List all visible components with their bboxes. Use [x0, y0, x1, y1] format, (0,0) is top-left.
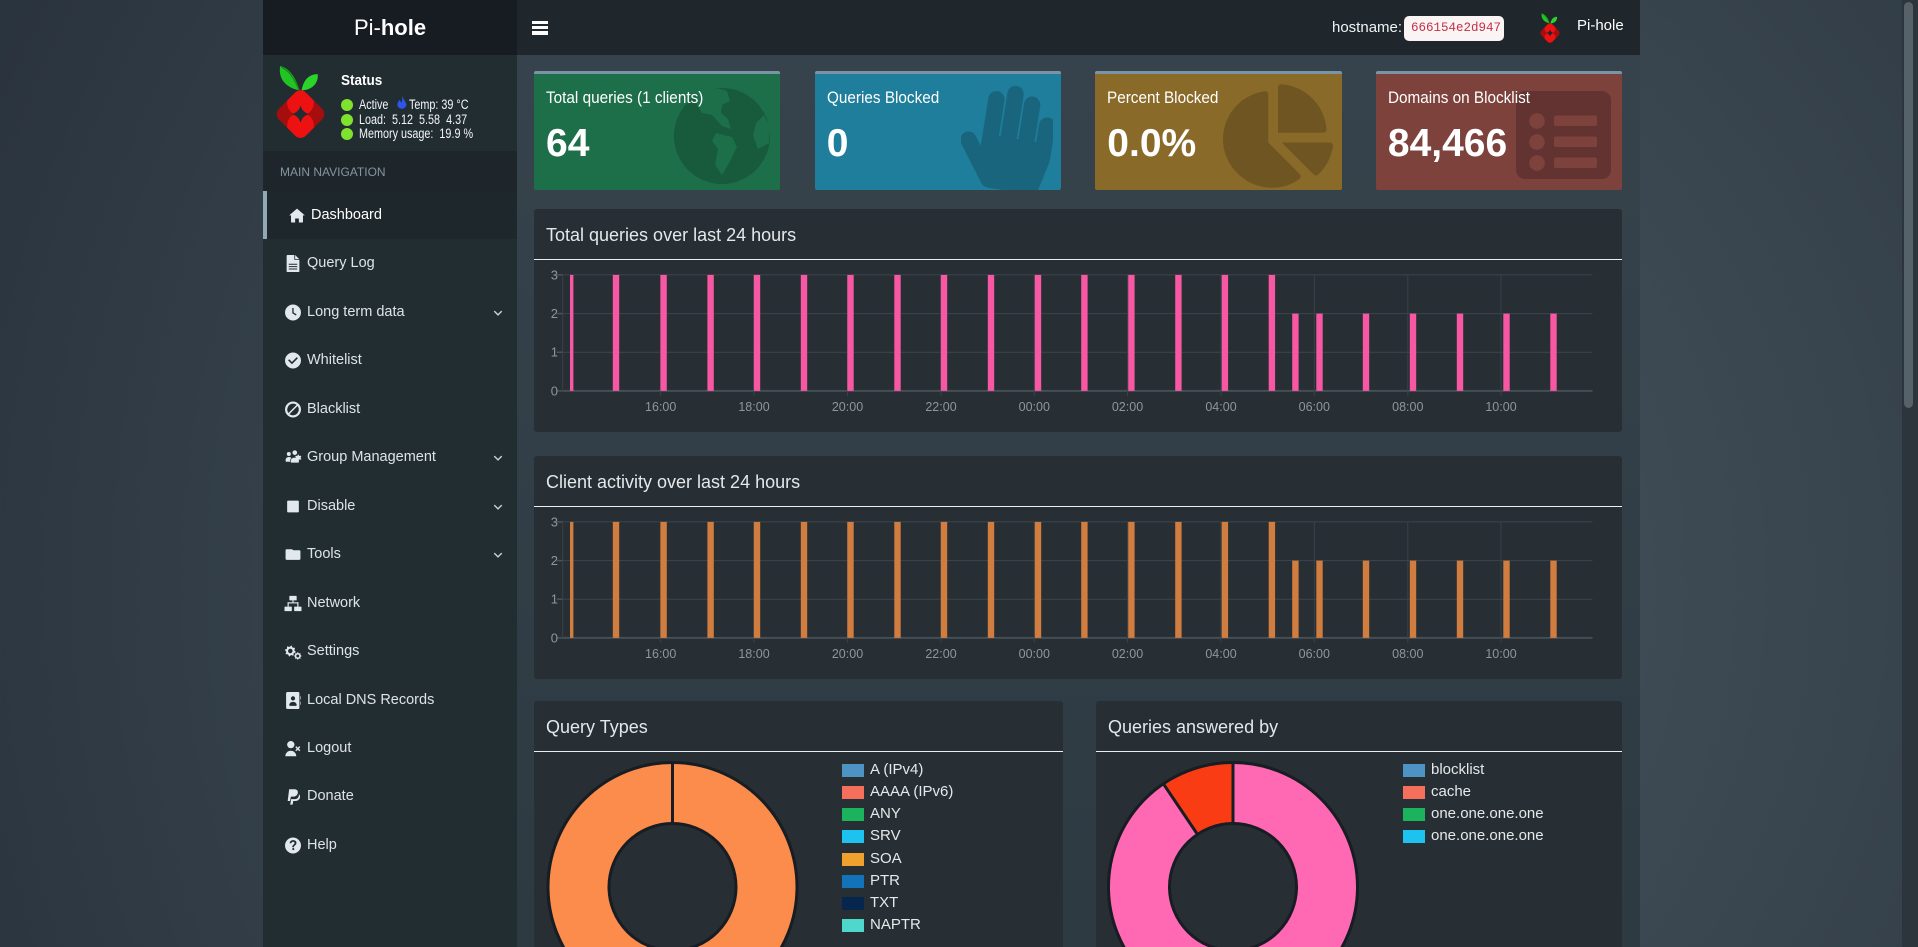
- svg-text:0: 0: [551, 383, 558, 398]
- svg-text:20:00: 20:00: [832, 647, 863, 661]
- svg-text:10:00: 10:00: [1485, 647, 1516, 661]
- svg-text:00:00: 00:00: [1019, 400, 1050, 414]
- svg-text:22:00: 22:00: [925, 400, 956, 414]
- svg-text:1: 1: [551, 345, 558, 360]
- svg-text:20:00: 20:00: [832, 400, 863, 414]
- svg-text:0: 0: [551, 630, 558, 645]
- svg-text:2: 2: [551, 553, 558, 568]
- svg-text:02:00: 02:00: [1112, 400, 1143, 414]
- svg-text:06:00: 06:00: [1299, 400, 1330, 414]
- svg-text:18:00: 18:00: [738, 647, 769, 661]
- svg-text:1: 1: [551, 592, 558, 607]
- svg-text:08:00: 08:00: [1392, 400, 1423, 414]
- svg-text:10:00: 10:00: [1485, 400, 1516, 414]
- svg-text:04:00: 04:00: [1205, 647, 1236, 661]
- svg-text:18:00: 18:00: [738, 400, 769, 414]
- svg-text:16:00: 16:00: [645, 400, 676, 414]
- svg-text:3: 3: [551, 514, 558, 529]
- svg-text:04:00: 04:00: [1205, 400, 1236, 414]
- svg-text:06:00: 06:00: [1299, 647, 1330, 661]
- svg-text:00:00: 00:00: [1019, 647, 1050, 661]
- svg-text:3: 3: [551, 267, 558, 282]
- svg-text:22:00: 22:00: [925, 647, 956, 661]
- svg-text:02:00: 02:00: [1112, 647, 1143, 661]
- svg-text:08:00: 08:00: [1392, 647, 1423, 661]
- svg-text:2: 2: [551, 306, 558, 321]
- svg-text:16:00: 16:00: [645, 647, 676, 661]
